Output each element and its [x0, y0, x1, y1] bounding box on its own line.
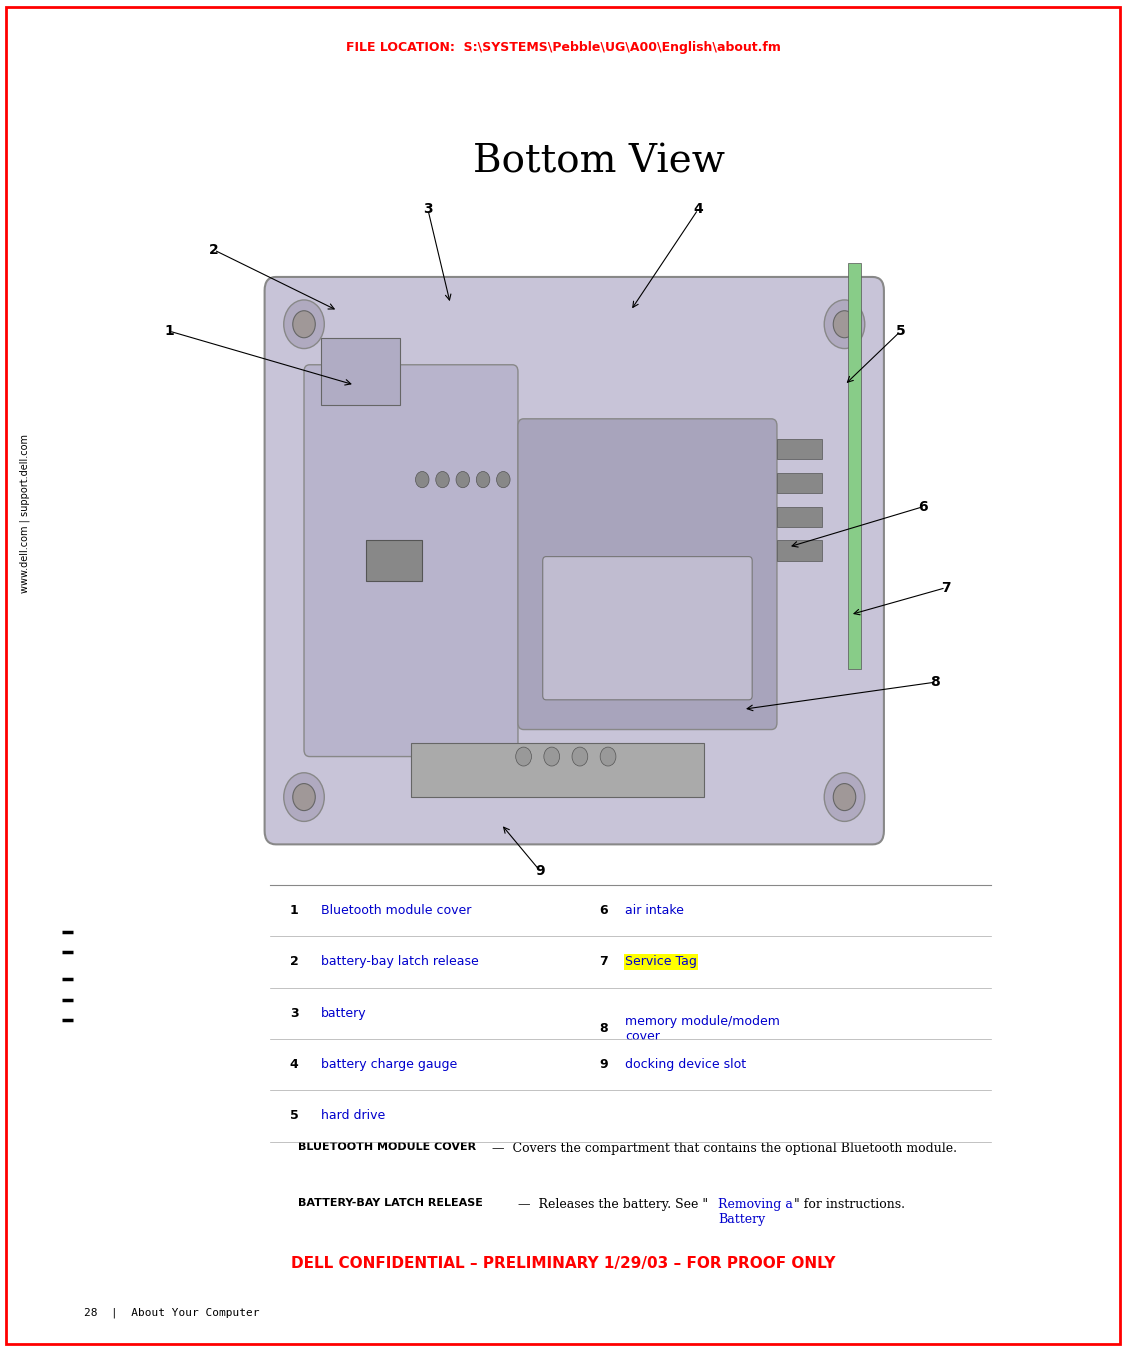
Circle shape — [833, 311, 856, 338]
Text: battery charge gauge: battery charge gauge — [321, 1058, 457, 1071]
Circle shape — [833, 784, 856, 811]
Text: FILE LOCATION:  S:\SYSTEMS\Pebble\UG\A00\English\about.fm: FILE LOCATION: S:\SYSTEMS\Pebble\UG\A00\… — [346, 41, 780, 54]
Text: —  Releases the battery. See ": — Releases the battery. See " — [518, 1198, 708, 1212]
Text: 2: 2 — [289, 955, 298, 969]
FancyBboxPatch shape — [543, 557, 752, 700]
Circle shape — [415, 471, 429, 488]
Circle shape — [824, 300, 865, 349]
Text: DELL CONFIDENTIAL – PRELIMINARY 1/29/03 – FOR PROOF ONLY: DELL CONFIDENTIAL – PRELIMINARY 1/29/03 … — [291, 1255, 835, 1271]
Circle shape — [284, 773, 324, 821]
Text: 9: 9 — [536, 865, 545, 878]
Text: 1: 1 — [289, 904, 298, 917]
FancyBboxPatch shape — [518, 419, 777, 730]
Text: 6: 6 — [919, 500, 928, 513]
Text: 3: 3 — [289, 1006, 298, 1020]
Text: 2: 2 — [209, 243, 218, 257]
Text: 6: 6 — [599, 904, 608, 917]
Bar — [321, 338, 400, 405]
Text: 4: 4 — [694, 203, 703, 216]
Text: —  Covers the compartment that contains the optional Bluetooth module.: — Covers the compartment that contains t… — [488, 1142, 957, 1155]
Text: 4: 4 — [289, 1058, 298, 1071]
Bar — [777, 540, 822, 561]
Text: 7: 7 — [599, 955, 608, 969]
Text: Service Tag: Service Tag — [625, 955, 697, 969]
Circle shape — [544, 747, 560, 766]
Text: air intake: air intake — [625, 904, 683, 917]
Text: 8: 8 — [599, 1023, 608, 1035]
Text: battery: battery — [321, 1006, 367, 1020]
Text: docking device slot: docking device slot — [625, 1058, 747, 1071]
Text: Removing a
Battery: Removing a Battery — [718, 1198, 793, 1227]
Circle shape — [572, 747, 588, 766]
Text: 28  |  About Your Computer: 28 | About Your Computer — [84, 1308, 260, 1319]
Text: memory module/modem
cover: memory module/modem cover — [625, 1015, 780, 1043]
Bar — [777, 473, 822, 493]
Text: 8: 8 — [930, 676, 939, 689]
Text: 5: 5 — [289, 1109, 298, 1123]
Circle shape — [516, 747, 531, 766]
Text: " for instructions.: " for instructions. — [794, 1198, 905, 1212]
Circle shape — [436, 471, 449, 488]
Circle shape — [293, 784, 315, 811]
Text: 3: 3 — [423, 203, 432, 216]
Circle shape — [600, 747, 616, 766]
Bar — [777, 439, 822, 459]
Text: hard drive: hard drive — [321, 1109, 385, 1123]
Text: BATTERY-BAY LATCH RELEASE: BATTERY-BAY LATCH RELEASE — [298, 1198, 483, 1208]
Circle shape — [293, 311, 315, 338]
Text: battery-bay latch release: battery-bay latch release — [321, 955, 479, 969]
Text: BLUETOOTH MODULE COVER: BLUETOOTH MODULE COVER — [298, 1142, 476, 1151]
FancyBboxPatch shape — [265, 277, 884, 844]
Circle shape — [476, 471, 490, 488]
Bar — [848, 263, 861, 669]
Text: Bluetooth module cover: Bluetooth module cover — [321, 904, 472, 917]
Circle shape — [824, 773, 865, 821]
Bar — [411, 743, 704, 797]
Circle shape — [284, 300, 324, 349]
Circle shape — [497, 471, 510, 488]
Bar — [366, 540, 422, 581]
Text: 5: 5 — [896, 324, 905, 338]
FancyBboxPatch shape — [304, 365, 518, 757]
Text: Bottom View: Bottom View — [473, 143, 725, 181]
Circle shape — [456, 471, 470, 488]
Text: 9: 9 — [599, 1058, 608, 1071]
Text: www.dell.com | support.dell.com: www.dell.com | support.dell.com — [19, 434, 30, 593]
Text: 1: 1 — [164, 324, 173, 338]
Text: 7: 7 — [941, 581, 950, 594]
Bar — [777, 507, 822, 527]
